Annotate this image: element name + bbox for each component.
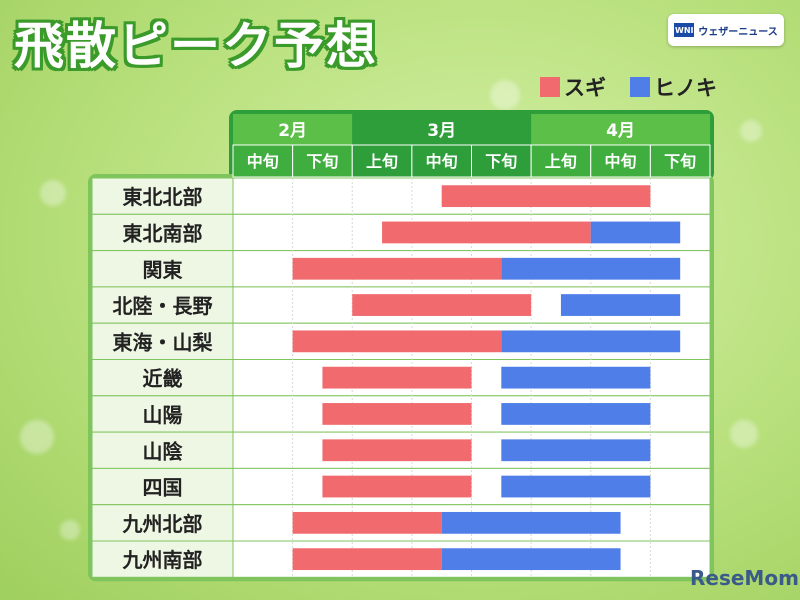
sugi-bar xyxy=(382,221,591,244)
logo-text: ウェザーニュース xyxy=(698,26,778,38)
period-label: 上旬 xyxy=(366,152,398,171)
resemom-watermark: ReseMom xyxy=(690,566,799,590)
period-header-cell xyxy=(232,144,294,178)
period-label: 中旬 xyxy=(605,152,637,171)
page-title: 飛散ピーク予想 xyxy=(14,17,378,75)
hinoki-bar xyxy=(501,439,651,462)
watermark-text: ReseMom xyxy=(690,566,799,590)
region-label-cell xyxy=(91,431,234,469)
sugi-bar xyxy=(352,294,532,316)
bokeh-light xyxy=(60,520,80,540)
period-header-cell xyxy=(292,144,353,178)
period-label: 上旬 xyxy=(545,152,577,171)
region-label: 北陸・長野 xyxy=(113,294,213,318)
red-square-icon xyxy=(540,77,560,97)
wni-mark-icon: WNI xyxy=(674,23,695,37)
sugi-bar xyxy=(322,439,472,462)
region-label: 関東 xyxy=(143,258,183,282)
region-label-cell xyxy=(91,322,234,361)
blue-square-icon xyxy=(630,77,650,97)
period-label: 下旬 xyxy=(306,152,338,171)
region-label: 山陽 xyxy=(143,403,183,427)
hinoki-bar xyxy=(590,221,681,244)
bokeh-light xyxy=(40,180,66,206)
region-label: 九州南部 xyxy=(122,548,203,572)
region-label: 近畿 xyxy=(143,367,183,391)
legend-item-sugi: スギ xyxy=(540,72,606,102)
region-label: 東北北部 xyxy=(123,185,203,209)
sugi-bar xyxy=(322,403,472,425)
month-header-cell xyxy=(352,114,532,145)
period-label: 下旬 xyxy=(664,152,696,171)
period-header-cell xyxy=(530,144,592,178)
legend-item-hinoki: ヒノキ xyxy=(630,72,717,102)
period-header-cell xyxy=(649,144,711,178)
region-label: 九州北部 xyxy=(122,512,203,536)
bokeh-light xyxy=(740,120,762,142)
sugi-bar xyxy=(292,330,502,353)
month-header-cell xyxy=(531,114,710,145)
bokeh-light xyxy=(730,420,758,448)
hinoki-bar xyxy=(501,403,651,425)
hinoki-bar xyxy=(501,475,651,498)
hinoki-bar xyxy=(441,511,621,534)
weathernews-logo: WNI ウェザーニュース xyxy=(668,14,784,46)
month-label: 3月 xyxy=(427,121,456,141)
region-label-cell xyxy=(91,250,234,288)
hinoki-bar xyxy=(501,330,681,353)
region-label-cell xyxy=(91,395,234,433)
sugi-bar xyxy=(441,185,651,208)
period-header-cell xyxy=(590,144,651,178)
region-label-cell xyxy=(91,540,234,578)
sugi-bar xyxy=(322,366,472,389)
hinoki-bar xyxy=(560,294,681,316)
month-label: 4月 xyxy=(606,121,635,141)
period-label: 中旬 xyxy=(247,152,279,171)
sugi-bar xyxy=(292,257,502,280)
legend-label-hinoki: ヒノキ xyxy=(654,76,717,100)
bokeh-light xyxy=(490,80,520,110)
period-label: 下旬 xyxy=(485,152,517,171)
sugi-bar xyxy=(292,511,442,534)
region-label: 山陰 xyxy=(143,439,184,463)
region-label: 四国 xyxy=(143,476,183,500)
hinoki-bar xyxy=(441,548,621,571)
bokeh-light xyxy=(20,420,54,454)
period-header-cell xyxy=(411,144,472,178)
sugi-bar xyxy=(292,548,442,571)
month-header-cell xyxy=(233,114,353,145)
hinoki-bar xyxy=(501,366,651,389)
region-label: 東海・山梨 xyxy=(113,330,214,354)
sugi-bar xyxy=(322,475,472,498)
region-label: 東北南部 xyxy=(123,221,203,245)
region-label-cell xyxy=(91,213,234,252)
month-label: 2月 xyxy=(278,121,307,141)
region-label-cell xyxy=(91,467,234,506)
hinoki-bar xyxy=(501,257,681,280)
period-label: 中旬 xyxy=(426,152,458,171)
legend-label-sugi: スギ xyxy=(564,76,606,100)
period-header-cell xyxy=(471,144,532,178)
